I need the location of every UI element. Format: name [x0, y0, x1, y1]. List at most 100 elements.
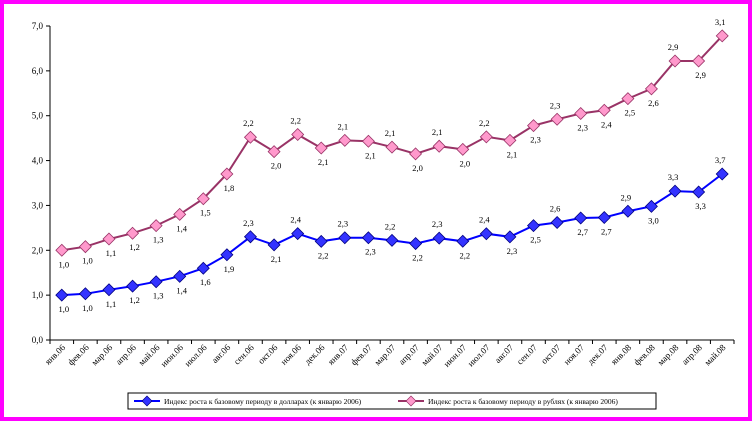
x-tick-label: мар.07 [372, 342, 397, 367]
x-tick-label: апр.07 [397, 342, 422, 367]
series-1-data-label: 2,2 [318, 250, 329, 260]
series-2-data-label: 1,0 [58, 259, 69, 269]
y-tick-label: 5,0 [32, 111, 44, 121]
series-2-data-label: 2,1 [507, 149, 518, 159]
series-1-data-label: 1,4 [176, 285, 187, 295]
x-tick-label: сен.06 [232, 342, 257, 367]
x-tick-label: апр.06 [114, 342, 139, 367]
series-1-data-label: 2,7 [577, 227, 588, 237]
series-1-point [338, 231, 352, 245]
series-2-data-label: 3,1 [715, 17, 726, 27]
series-1-data-label: 2,5 [530, 235, 541, 245]
series-2-point [597, 103, 611, 117]
series-2-point [196, 192, 210, 206]
x-tick-label: май.06 [136, 342, 162, 368]
series-2-data-label: 2,3 [530, 135, 541, 145]
series-1-point [220, 248, 234, 262]
series-2-data-label: 2,1 [318, 157, 329, 167]
series-2-data-label: 1,0 [82, 256, 93, 266]
series-1-data-label: 1,3 [153, 291, 164, 301]
series-2-data-label: 1,2 [129, 242, 140, 252]
series-2-point [409, 147, 423, 161]
series-2-point [385, 140, 399, 154]
series-1-point [361, 231, 375, 245]
x-tick-label: дек.06 [302, 342, 327, 367]
legend-marker-rubles [405, 395, 417, 407]
legend-box [127, 392, 657, 410]
series-1-point [55, 288, 69, 302]
legend-label-dollars: Индекс роста к базовому периоду в доллар… [164, 397, 362, 406]
series-1-data-label: 1,6 [200, 277, 211, 287]
series-2-data-label: 2,2 [479, 118, 490, 128]
x-tick-label: май.08 [702, 342, 728, 368]
series-1-point [479, 227, 493, 241]
series-1-point [644, 199, 658, 213]
series-1-data-label: 2,2 [412, 253, 423, 263]
series-1-point [291, 227, 305, 241]
series-1-point [126, 279, 140, 293]
x-tick-label: май.07 [419, 342, 445, 368]
series-1-point [243, 230, 257, 244]
series-1-data-label: 2,3 [338, 219, 349, 229]
series-markers [55, 29, 729, 302]
series-2-point [479, 130, 493, 144]
x-tick-label: ноя.07 [562, 342, 587, 367]
y-tick-label: 1,0 [32, 290, 44, 300]
series-1-data-label: 1,1 [106, 299, 117, 309]
series-1-data-label: 2,9 [621, 192, 632, 202]
series-2-point [291, 128, 305, 142]
series-1-data-label: 2,2 [385, 221, 396, 231]
series-1-point [173, 269, 187, 283]
x-tick-label: фев.08 [632, 342, 657, 367]
series-2-point [173, 207, 187, 221]
series-1-data-label: 2,6 [550, 203, 561, 213]
series-1-data-label: 2,1 [271, 254, 282, 264]
series-lines [61, 35, 723, 297]
series-1-data-label: 3,3 [695, 201, 706, 211]
y-tick-label: 0,0 [32, 335, 44, 345]
x-tick-label: фев.07 [349, 342, 374, 367]
series-2-data-label: 2,9 [695, 70, 706, 80]
series-1-data-label: 2,3 [243, 218, 254, 228]
series-2-point [527, 119, 541, 133]
series-2-point [149, 219, 163, 233]
series-1-point [503, 230, 517, 244]
series-2-data-label: 2,2 [290, 116, 301, 126]
y-tick-label: 3,0 [32, 200, 44, 210]
series-1-data-label: 1,2 [129, 295, 140, 305]
series-1-point [196, 261, 210, 275]
y-tick-label: 7,0 [32, 21, 44, 31]
series-1-point [668, 184, 682, 198]
series-2-data-label: 2,1 [338, 121, 349, 131]
series-2-point [102, 232, 116, 246]
series-2-data-label: 2,3 [550, 100, 561, 110]
series-2-point [621, 92, 635, 106]
series-1-data-label: 2,3 [432, 219, 443, 229]
series-1-data-label: 1,0 [58, 304, 69, 314]
series-2-data-label: 1,8 [224, 183, 235, 193]
series-1-point [314, 234, 328, 248]
x-tick-label: окт.06 [256, 342, 280, 366]
series-1-point [409, 237, 423, 251]
series-2-point [126, 226, 140, 240]
series-2-data-label: 2,2 [243, 118, 254, 128]
legend: Индекс роста к базовому периоду в доллар… [127, 392, 657, 410]
series-2-point [220, 167, 234, 181]
series-2-data-label: 2,6 [648, 98, 659, 108]
series-2-point [668, 54, 682, 68]
series-2-point [243, 130, 257, 144]
series-2-data-label: 2,3 [577, 122, 588, 132]
y-tick-label: 6,0 [32, 66, 44, 76]
series-1-data-label: 3,7 [715, 155, 726, 165]
series-1-point [432, 231, 446, 245]
series-2-point [456, 142, 470, 156]
x-tick-label: окт.07 [539, 342, 563, 366]
series-1-data-label: 1,9 [224, 264, 235, 274]
series-2-point [644, 82, 658, 96]
series-2-point [314, 141, 328, 155]
series-1-data-label: 2,4 [290, 215, 301, 225]
series-1-point [78, 287, 92, 301]
series-1-point [526, 219, 541, 233]
x-tick-label: июн.06 [159, 342, 186, 369]
series-1-point [597, 211, 611, 225]
